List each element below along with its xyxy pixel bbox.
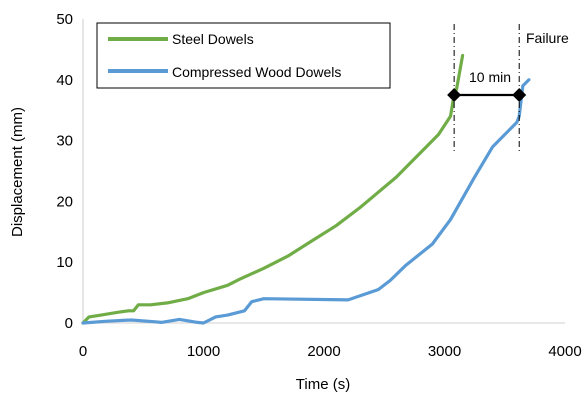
interval-marker-end [512,88,527,102]
y-tick-label: 30 [56,133,73,150]
y-tick-label: 20 [56,193,73,210]
interval-marker-start [447,88,462,102]
y-tick-label: 10 [56,254,73,271]
y-axis-title: Displacement (mm) [9,107,26,237]
y-tick-label: 40 [56,72,73,89]
legend-label-steel: Steel Dowels [172,31,254,47]
failure-annotations: 10 min Failure [447,24,569,152]
legend-box [96,22,391,89]
x-tick-label: 3000 [428,343,461,360]
series-layer [81,53,531,325]
x-tick-label: 1000 [187,343,220,360]
x-tick-label: 4000 [548,343,581,360]
x-tick-labels: 0 1000 2000 3000 4000 [79,343,582,360]
x-tick-label: 2000 [307,343,340,360]
y-tick-label: 0 [65,315,73,332]
y-tick-labels: 0 10 20 30 40 50 [56,11,73,332]
series-line-steel [81,53,465,325]
interval-label: 10 min [469,69,511,85]
y-tick-label: 50 [56,11,73,28]
failure-label: Failure [526,30,569,46]
x-tick-label: 0 [79,343,87,360]
x-axis-title: Time (s) [296,376,350,393]
legend-label-wood: Compressed Wood Dowels [172,64,341,80]
legend: Steel Dowels Compressed Wood Dowels [96,22,391,89]
series-line-wood [81,78,531,325]
